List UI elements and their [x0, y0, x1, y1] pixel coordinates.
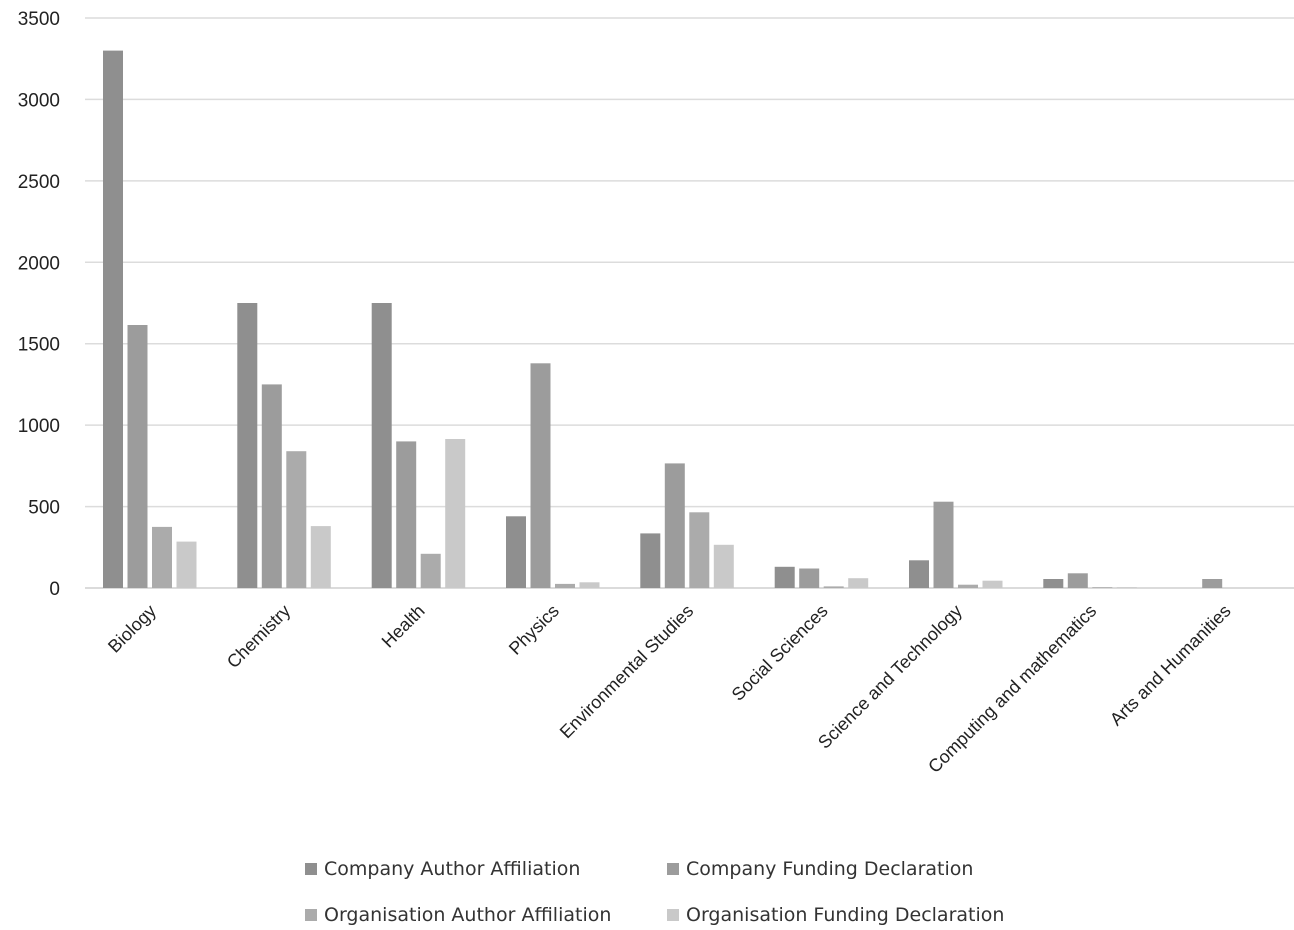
x-tick-label: Science and Technology — [814, 601, 966, 753]
bar — [530, 363, 551, 588]
y-tick-label: 0 — [49, 579, 60, 600]
y-axis-ticks: 0 500 1000 1500 2000 2500 3000 3500 — [18, 9, 60, 600]
bar-chart: 0 500 1000 1500 2000 2500 3000 3500 Biology Chem… — [18, 9, 1294, 777]
bar — [371, 303, 392, 588]
bar — [261, 384, 282, 588]
legend-swatch — [667, 863, 679, 875]
legend-label: Company Funding Declaration — [686, 858, 974, 880]
bar — [799, 568, 820, 588]
bar — [909, 560, 929, 588]
bar — [1043, 579, 1064, 588]
legend-item-organisation-author-affiliation: Organisation Author Affiliation — [305, 904, 611, 926]
bar — [982, 580, 1003, 588]
y-tick-label: 1000 — [18, 416, 60, 437]
legend-item-company-author-affiliation: Company Author Affiliation — [305, 858, 580, 880]
bar — [420, 553, 441, 588]
x-tick-label: Health — [378, 601, 429, 652]
bar — [774, 566, 795, 588]
x-tick-label: Social Sciences — [728, 601, 832, 705]
y-tick-label: 500 — [28, 498, 60, 519]
x-tick-label: Physics — [505, 601, 563, 659]
x-axis-ticks: Biology Chemistry Health PhysicsEnvironment… — [104, 601, 1235, 777]
bar — [176, 541, 197, 588]
bar — [848, 578, 869, 588]
legend-label: Organisation Funding Declaration — [686, 904, 1005, 926]
bar — [579, 582, 600, 588]
bar — [445, 439, 466, 588]
y-tick-label: 2000 — [18, 253, 60, 274]
x-tick-label: Environmental Studies — [556, 601, 697, 742]
legend-item-organisation-funding-declaration: Organisation Funding Declaration — [667, 904, 1004, 926]
bar — [958, 584, 978, 588]
bar — [1202, 579, 1223, 588]
bar — [1116, 587, 1137, 588]
legend-label: Organisation Author Affiliation — [324, 904, 612, 926]
bar — [127, 325, 148, 588]
y-tick-label: 3000 — [18, 90, 60, 111]
bar — [152, 526, 172, 588]
legend: Company Author Affiliation Company Fundi… — [0, 850, 1294, 930]
legend-label: Company Author Affiliation — [324, 858, 581, 880]
y-tick-label: 1500 — [18, 335, 60, 356]
bar — [310, 526, 331, 588]
bar — [1092, 587, 1113, 588]
y-tick-label: 2500 — [18, 172, 60, 193]
x-tick-label: Chemistry — [223, 601, 294, 672]
bar — [713, 544, 734, 588]
bar — [689, 512, 710, 588]
x-tick-label: Biology — [104, 601, 160, 657]
bar — [103, 50, 123, 589]
bar — [640, 533, 661, 588]
bar — [823, 586, 844, 588]
bar — [555, 583, 575, 588]
bar — [237, 303, 258, 588]
legend-swatch — [667, 909, 679, 921]
y-tick-label: 3500 — [18, 9, 60, 30]
bars — [103, 50, 1223, 589]
bar — [664, 463, 685, 588]
bar — [1067, 573, 1088, 588]
legend-swatch — [305, 909, 317, 921]
legend-item-company-funding-declaration: Company Funding Declaration — [667, 858, 973, 880]
x-tick-label: Arts and Humanities — [1106, 601, 1235, 730]
legend-swatch — [305, 863, 317, 875]
bar — [396, 441, 417, 588]
bar — [506, 516, 526, 588]
bar — [933, 501, 954, 588]
bar — [286, 451, 307, 588]
